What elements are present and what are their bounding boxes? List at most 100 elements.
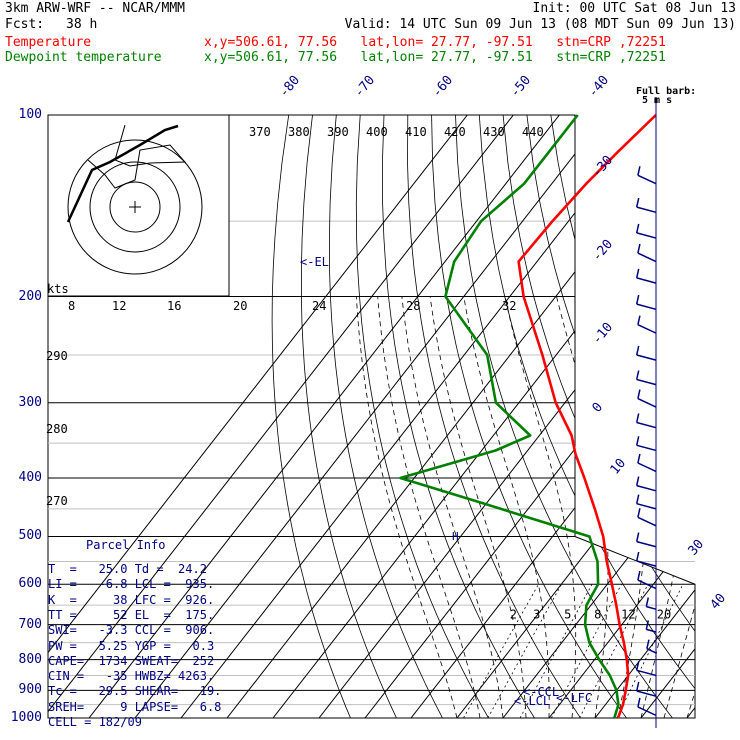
isotherm-line	[364, 115, 695, 718]
wind-barb	[637, 706, 657, 717]
moist-adiabat	[377, 296, 481, 718]
theta-label: 420	[444, 125, 466, 139]
mixing-ratio-label: 5	[564, 608, 571, 622]
wind-barb	[636, 277, 657, 284]
mixing-ratio-line	[616, 584, 684, 718]
isotherm-line	[594, 115, 695, 718]
mixing-ratio-label: 2	[510, 608, 517, 622]
mixing-ratio-label: 20	[657, 608, 671, 622]
isotherm-line	[548, 115, 695, 718]
wind-barb	[636, 484, 657, 492]
pressure-label: 1000	[10, 710, 42, 725]
temperature-line	[517, 114, 657, 719]
pressure-label: 400	[18, 470, 42, 486]
hodograph-speed-label: 20	[233, 299, 247, 313]
wind-barb	[636, 669, 657, 677]
wind-barb	[646, 648, 657, 654]
theta-label: 380	[288, 125, 310, 139]
wind-barb-flag	[635, 370, 640, 380]
moist-adiabat	[617, 296, 649, 718]
wind-barb-flag	[637, 166, 641, 176]
wind-barb	[636, 444, 657, 452]
isotherm-line	[226, 115, 695, 718]
isotherm-line	[48, 115, 514, 718]
hodograph-speed-label: 32	[502, 299, 516, 313]
temperature-location: x,y=506.61, 77.56 lat,lon= 27.77, -97.51…	[204, 35, 666, 50]
dry-adiabat	[328, 115, 443, 718]
wind-barb-flag	[635, 413, 640, 423]
parcel-info-line: CIN = -35 HWBZ= 4263.	[48, 669, 215, 684]
model-title: 3km ARW-WRF -- NCAR/MMM	[5, 1, 186, 16]
wind-barb-flag	[635, 551, 640, 562]
wind-barb	[637, 324, 657, 334]
height-marker: H	[452, 530, 459, 543]
wind-barb	[637, 252, 657, 263]
isotherm-line	[134, 115, 606, 718]
theta-label: 440	[522, 125, 544, 139]
wind-barb-flag	[635, 223, 640, 234]
wind-barb-flag	[637, 315, 641, 325]
pressure-label: 700	[18, 616, 42, 632]
isotherm-label: -50	[508, 73, 535, 101]
wind-barb-flag	[645, 597, 650, 607]
pressure-label: 800	[18, 651, 42, 667]
parcel-info-line: T = 25.0 Td = 24.2	[48, 562, 207, 576]
hodograph-kts-label: kts	[47, 282, 69, 296]
valid-time: Valid: 14 UTC Sun 09 Jun 13 (08 MDT Sun …	[344, 17, 736, 32]
wind-barb-flag	[635, 294, 640, 305]
wind-barb-flag	[637, 243, 641, 254]
mixing-ratio-line	[579, 584, 649, 718]
wind-barb	[646, 628, 657, 633]
dewpoint-location: x,y=506.61, 77.56 lat,lon= 27.77, -97.51…	[204, 50, 666, 65]
wind-barbs	[635, 97, 657, 728]
parcel-info-line: SWI= -3.3 CCL = 906.	[48, 623, 215, 638]
wind-barb-flag	[635, 532, 640, 542]
wind-barb	[636, 421, 657, 429]
wind-barb-flag	[635, 197, 640, 208]
parcel-info-title: Parcel Info	[86, 538, 166, 552]
isotherm-line	[502, 115, 695, 718]
wind-barb-flag	[635, 681, 640, 692]
wind-barb-flag	[635, 345, 640, 356]
pressure-label: 900	[18, 682, 42, 698]
dry-adiabat	[301, 115, 397, 718]
wind-barb-flag	[646, 639, 650, 649]
parcel-info-line: SREH= 9 LAPSE= 6.8	[48, 699, 222, 714]
mixing-ratio-line	[463, 584, 539, 718]
isotherm-line	[48, 115, 468, 718]
pressure-label: 100	[18, 107, 42, 122]
isotherm-line	[88, 115, 560, 718]
moist-adiabat	[355, 296, 458, 718]
dry-adiabat	[407, 115, 581, 718]
theta-label: 370	[249, 125, 271, 139]
wind-barb	[646, 605, 657, 610]
wind-barb-flag	[637, 453, 641, 464]
dry-adiabat	[621, 115, 695, 718]
dry-adiabat	[431, 115, 627, 718]
hodograph-trace-bold	[66, 124, 179, 223]
wind-barb-flag	[637, 508, 641, 518]
dry-adiabat	[381, 115, 535, 718]
wind-barb	[636, 502, 657, 510]
isotherm-line	[180, 115, 652, 718]
dewpoint-legend: Dewpoint temperature	[5, 50, 162, 65]
init-time: Init: 00 UTC Sat 08 Jun 13	[532, 1, 737, 16]
parcel-info-line: K = 38 LFC = 926.	[48, 592, 215, 607]
isotherm-label: -80	[277, 73, 304, 101]
wind-barb	[636, 303, 657, 311]
moist-adiabat	[504, 296, 577, 718]
isotherm-label: 10	[608, 456, 630, 478]
lfc-marker: <-LFC	[556, 691, 592, 705]
hodograph-trace	[87, 124, 187, 189]
barb-legend-unit: 5 m s	[642, 95, 672, 106]
isotherm-label: -40	[586, 73, 613, 101]
wind-barb	[637, 397, 657, 408]
parcel-info-line: LI = -6.8 LCL = 935.	[48, 577, 215, 592]
parcel-info-line: CAPE= 1734 SWEAT= 252	[48, 653, 215, 668]
wind-barb-flag	[637, 697, 641, 708]
isotherm-label: -10	[590, 320, 617, 348]
wind-barb	[637, 516, 657, 527]
pressure-label: 200	[18, 288, 42, 304]
parcel-info-line: Tc = 29.5 SHEAR= 19.	[48, 684, 222, 699]
